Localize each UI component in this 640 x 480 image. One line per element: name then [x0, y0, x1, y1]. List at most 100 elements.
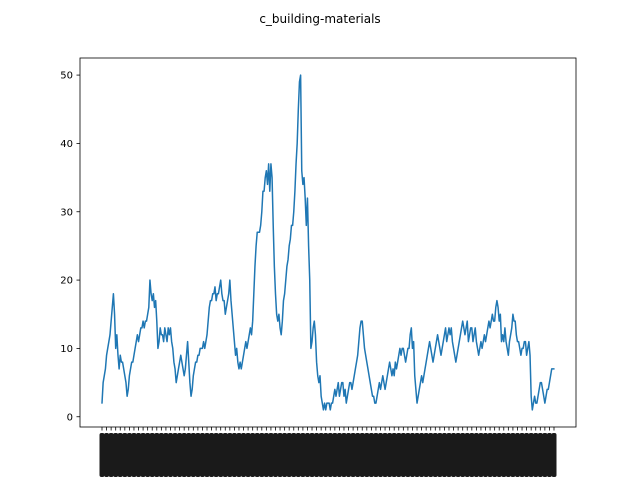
x-tick-label — [387, 433, 393, 477]
x-tick-label — [277, 433, 283, 477]
y-tick-label: 40 — [60, 139, 73, 150]
x-tick-label — [195, 433, 201, 477]
x-tick-label — [99, 433, 105, 477]
y-tick-label: 30 — [60, 207, 73, 218]
x-tick-label — [108, 433, 114, 477]
x-tick-label — [359, 433, 365, 477]
x-tick-label — [364, 433, 370, 477]
x-tick-label — [537, 433, 543, 477]
plot-frame — [79, 57, 577, 428]
x-tick-label — [131, 433, 137, 477]
x-axis — [99, 427, 557, 477]
x-tick-label — [341, 433, 347, 477]
x-tick-label — [405, 433, 411, 477]
x-tick-label — [204, 433, 210, 477]
x-tick-label — [423, 433, 429, 477]
x-tick-label — [282, 433, 288, 477]
x-tick-label — [478, 433, 484, 477]
x-tick-label — [295, 433, 301, 477]
x-tick-label — [483, 433, 489, 477]
x-tick-label — [551, 433, 557, 477]
x-tick-label — [400, 433, 406, 477]
x-tick-label — [149, 433, 155, 477]
x-tick-label — [259, 433, 265, 477]
x-tick-label — [464, 433, 470, 477]
x-tick-label — [117, 433, 123, 477]
x-tick-label — [218, 433, 224, 477]
x-tick-label — [104, 433, 110, 477]
x-tick-label — [336, 433, 342, 477]
x-tick-label — [167, 433, 173, 477]
x-tick-label — [181, 433, 187, 477]
x-tick-label — [300, 433, 306, 477]
x-tick-label — [190, 433, 196, 477]
x-tick-label — [172, 433, 178, 477]
x-tick-label — [122, 433, 128, 477]
x-tick-label — [446, 433, 452, 477]
x-tick-label — [501, 433, 507, 477]
x-tick-label — [542, 433, 548, 477]
x-tick-label — [314, 433, 320, 477]
x-tick-label — [199, 433, 205, 477]
x-tick-label — [158, 433, 164, 477]
x-tick-label — [318, 433, 324, 477]
x-tick-label — [533, 433, 539, 477]
x-tick-label — [546, 433, 552, 477]
x-tick-label — [473, 433, 479, 477]
x-tick-label — [286, 433, 292, 477]
x-tick-label — [409, 433, 415, 477]
x-tick-label — [241, 433, 247, 477]
x-tick-label — [460, 433, 466, 477]
x-tick-label — [254, 433, 260, 477]
x-tick-label — [451, 433, 457, 477]
x-tick-label — [154, 433, 160, 477]
x-tick-label — [510, 433, 516, 477]
x-tick-label — [263, 433, 269, 477]
chart-title: c_building-materials — [259, 12, 380, 26]
y-tick-label: 10 — [60, 344, 73, 355]
x-tick-label — [437, 433, 443, 477]
x-tick-label — [245, 433, 251, 477]
y-tick-label: 0 — [67, 412, 73, 423]
x-tick-label — [492, 433, 498, 477]
x-tick-label — [304, 433, 310, 477]
x-tick-label — [332, 433, 338, 477]
x-tick-label — [528, 433, 534, 477]
x-tick-label — [327, 433, 333, 477]
series-line — [101, 74, 555, 411]
x-tick-label — [309, 433, 315, 477]
x-tick-label — [382, 433, 388, 477]
x-tick-label — [145, 433, 151, 477]
x-tick-label — [396, 433, 402, 477]
x-tick-label — [373, 433, 379, 477]
x-tick-label — [186, 433, 192, 477]
x-tick-label — [524, 433, 530, 477]
x-tick-label — [291, 433, 297, 477]
y-tick-label: 20 — [60, 276, 73, 287]
x-tick-label — [487, 433, 493, 477]
x-tick-label — [455, 433, 461, 477]
x-tick-label — [346, 433, 352, 477]
x-tick-label — [222, 433, 228, 477]
x-tick-label — [469, 433, 475, 477]
x-tick-label — [140, 433, 146, 477]
x-tick-label — [355, 433, 361, 477]
x-tick-label — [432, 433, 438, 477]
x-tick-label — [136, 433, 142, 477]
x-tick-label — [441, 433, 447, 477]
y-axis: 0 10 20 30 40 50 — [60, 71, 80, 423]
y-tick-label: 50 — [60, 71, 73, 82]
x-tick-label — [391, 433, 397, 477]
x-tick-label — [163, 433, 169, 477]
x-tick-label — [177, 433, 183, 477]
x-tick-label — [227, 433, 233, 477]
x-tick-label — [323, 433, 329, 477]
x-tick-label — [378, 433, 384, 477]
x-tick-label — [519, 433, 525, 477]
x-tick-label — [231, 433, 237, 477]
x-tick-label — [113, 433, 119, 477]
x-tick-label — [505, 433, 511, 477]
x-tick-label — [350, 433, 356, 477]
x-tick-label — [428, 433, 434, 477]
